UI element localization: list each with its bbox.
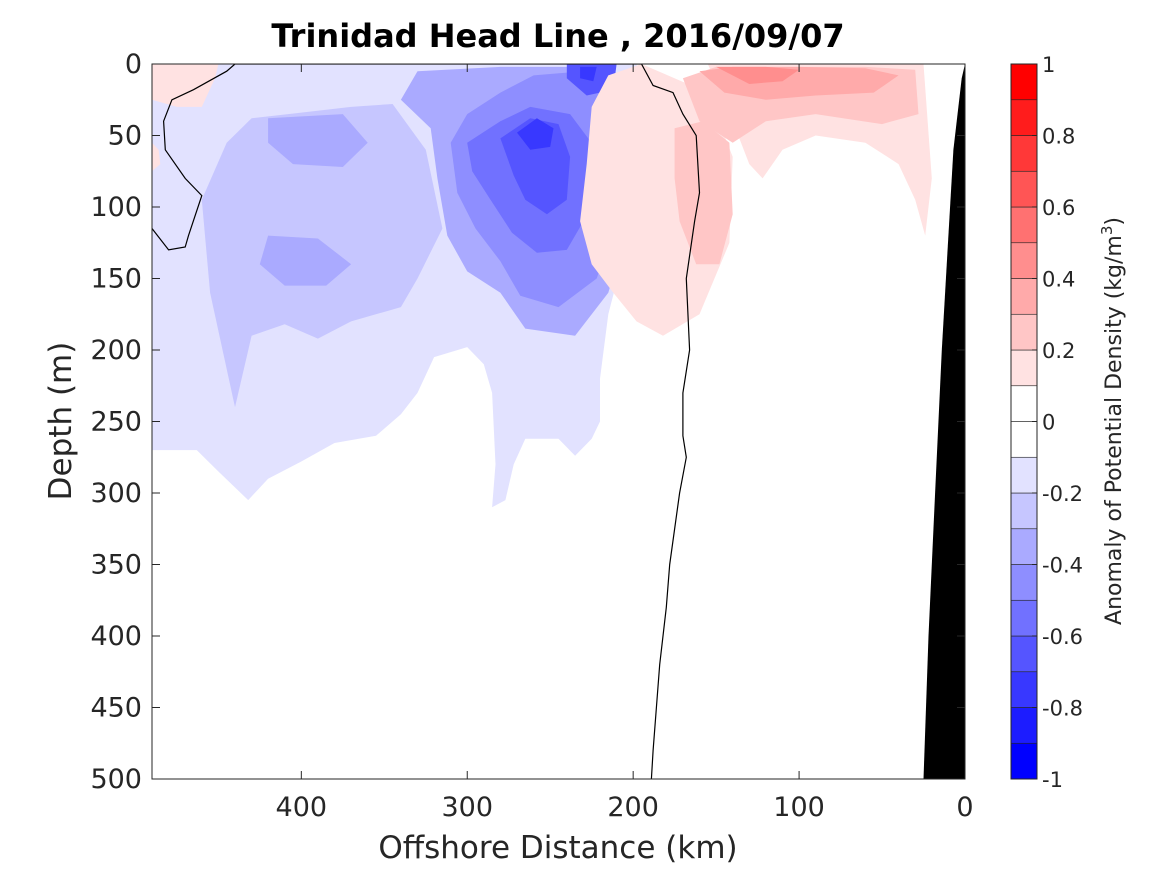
colorbar-tick-label: 0	[1042, 411, 1055, 435]
colorbar-swatch	[1010, 707, 1038, 744]
colorbar-tick-label: 0.4	[1042, 268, 1075, 292]
y-tick-label: 150	[90, 264, 142, 295]
y-tick-label: 250	[90, 407, 142, 438]
x-tick-label: 300	[441, 792, 493, 823]
colorbar-tick-label: -1	[1042, 768, 1063, 792]
colorbar-swatch	[1010, 421, 1038, 458]
colorbar-swatches	[1010, 63, 1038, 780]
colorbar-tick-label: -0.8	[1042, 697, 1083, 721]
colorbar-swatch	[1010, 63, 1038, 101]
region-negative-core-ring-3	[500, 118, 571, 215]
y-tick-label: 200	[90, 335, 142, 366]
x-tick-label: 100	[773, 792, 825, 823]
colorbar-swatch	[1010, 456, 1038, 494]
chart-title: Trinidad Head Line , 2016/09/07	[271, 17, 844, 55]
colorbar-tick-label: 0.8	[1042, 125, 1075, 149]
x-tick-label: 0	[956, 792, 973, 823]
y-tick-label: 350	[90, 550, 142, 581]
region-inshore-moderate-positive	[674, 121, 733, 265]
anomaly-contour-fills	[152, 64, 932, 779]
colorbar-tick-label: -0.6	[1042, 625, 1083, 649]
colorbar-swatch	[1010, 742, 1038, 780]
colorbar-tick-label: 0.2	[1042, 339, 1075, 363]
colorbar-swatch	[1010, 599, 1038, 637]
colorbar-swatch	[1010, 313, 1038, 351]
colorbar-label-main: Anomaly of Potential Density (kg/m	[1102, 235, 1127, 625]
colorbar-swatch	[1010, 385, 1038, 422]
colorbar-swatch	[1010, 99, 1038, 136]
colorbar-swatch	[1010, 206, 1038, 244]
colorbar-swatch	[1010, 170, 1038, 208]
y-axis-ticks: 0 50 100 150 200 250 300 350 400 450 500	[90, 49, 965, 795]
colorbar-tick-label: 1	[1042, 53, 1055, 77]
y-axis-label: Depth (m)	[43, 342, 79, 501]
y-tick-label: 400	[90, 621, 142, 652]
zero-contour-line	[152, 64, 701, 779]
region-negative-surface-tongue-core	[580, 66, 597, 82]
x-axis-ticks: 400 300 200 100 0	[276, 64, 974, 823]
region-offshore-negative-patch-a	[268, 114, 368, 167]
colorbar-swatch	[1010, 492, 1038, 530]
colorbar-ticks: -1 -0.8 -0.6 -0.4 -0.2 0 0.2 0.4 0.6 0.8 1	[1032, 53, 1083, 792]
colorbar-swatch	[1010, 135, 1038, 172]
colorbar-label-superscript: 3	[1098, 226, 1116, 236]
colorbar-swatch	[1010, 349, 1038, 387]
seafloor-bathymetry	[923, 64, 965, 779]
plot-area: 400 300 200 100 0 0 50 100 150 200 250 300 350 400 45…	[90, 49, 973, 823]
colorbar-swatch	[1010, 242, 1038, 279]
region-offshore-weak-positive-corner	[152, 64, 219, 107]
colorbar-swatch	[1010, 278, 1038, 315]
x-tick-label: 200	[607, 792, 659, 823]
colorbar-swatch	[1010, 564, 1038, 601]
y-tick-label: 50	[108, 121, 142, 152]
region-inshore-strongest-positive	[716, 66, 800, 84]
colorbar-tick-label: 0.6	[1042, 196, 1075, 220]
region-negative-core-ring-4	[517, 118, 554, 150]
x-tick-label: 400	[276, 792, 328, 823]
x-axis-label: Offshore Distance (km)	[378, 830, 737, 866]
y-tick-label: 300	[90, 478, 142, 509]
colorbar-swatch	[1010, 528, 1038, 565]
colorbar-swatch	[1010, 671, 1038, 708]
y-tick-label: 0	[125, 49, 142, 80]
y-tick-label: 450	[90, 693, 142, 724]
y-tick-label: 500	[90, 764, 142, 795]
colorbar-tick-label: -0.2	[1042, 482, 1083, 506]
y-tick-label: 100	[90, 192, 142, 223]
colorbar: -1 -0.8 -0.6 -0.4 -0.2 0 0.2 0.4 0.6 0.8 1	[1010, 53, 1083, 792]
colorbar-label: Anomaly of Potential Density (kg/m3)	[1098, 217, 1127, 625]
colorbar-tick-label: -0.4	[1042, 554, 1083, 578]
region-offshore-weak-positive-edge	[152, 142, 161, 172]
colorbar-label-close: )	[1102, 217, 1127, 226]
colorbar-swatch	[1010, 635, 1038, 673]
region-offshore-negative-patch-b	[259, 235, 352, 286]
